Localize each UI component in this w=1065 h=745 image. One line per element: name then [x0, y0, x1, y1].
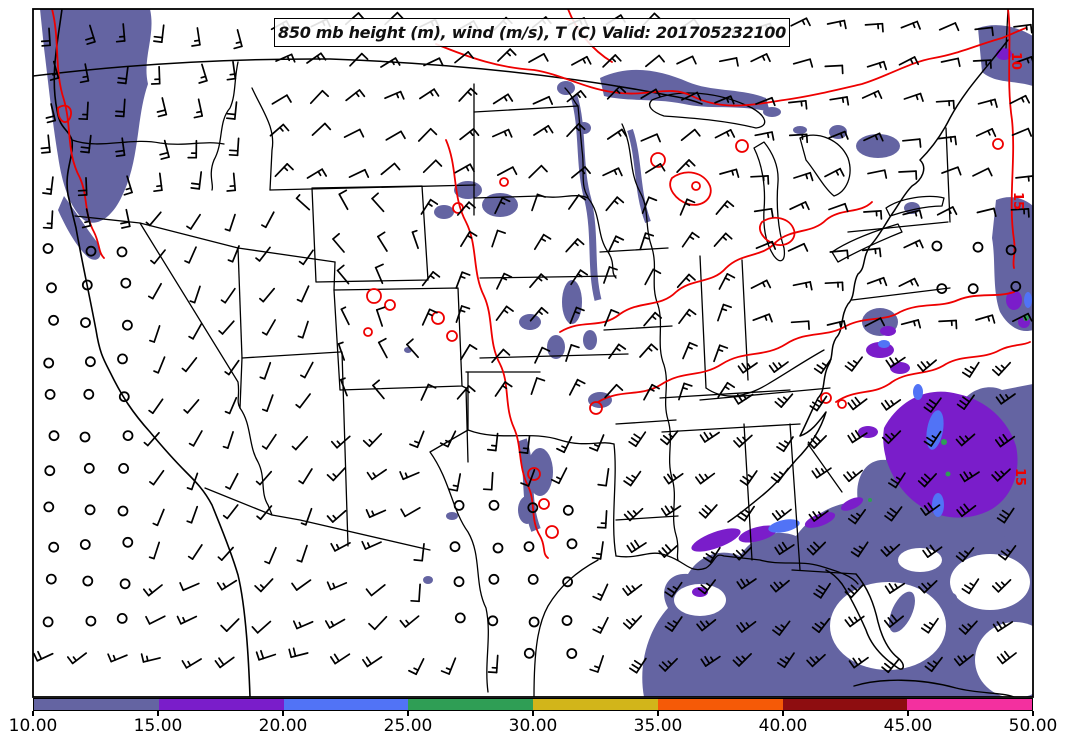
colorbar-tick-label: 30.00	[508, 716, 558, 736]
colorbar-tick	[532, 711, 534, 716]
colorbar-tick	[32, 711, 34, 716]
colorbar-tick-label: 15.00	[133, 716, 183, 736]
colorbar-tick	[1032, 711, 1034, 716]
colorbar-tick-label: 25.00	[383, 716, 433, 736]
contour-label: 15	[1012, 468, 1027, 486]
colorbar-tick-label: 40.00	[758, 716, 808, 736]
colorbar-segment	[283, 699, 409, 710]
state-borders	[33, 9, 1015, 697]
colorbar-tick	[907, 711, 909, 716]
colorbar-tick	[407, 711, 409, 716]
colorbar-segment	[34, 699, 159, 710]
colorbar-tick-label: 10.00	[8, 716, 58, 736]
colorbar-segment	[907, 699, 1032, 710]
colorbar-segment	[782, 699, 908, 710]
colorbar-tick-label: 20.00	[258, 716, 308, 736]
colorbar-segment	[657, 699, 783, 710]
map-title: 850 mb height (m), wind (m/s), T (C) Val…	[274, 18, 790, 47]
map-frame	[32, 8, 1034, 698]
colorbar-tick	[782, 711, 784, 716]
colorbar-tick-label: 45.00	[883, 716, 933, 736]
contour-labels: 10 15 15	[1008, 52, 1027, 486]
contour-label: 15	[1010, 192, 1025, 210]
wind-barbs	[33, 11, 1033, 676]
colorbar-tick-label: 35.00	[633, 716, 683, 736]
colorbar	[33, 698, 1033, 711]
contour-label: 10	[1008, 52, 1023, 70]
colorbar-tick	[157, 711, 159, 716]
colorbar-segment	[158, 699, 284, 710]
colorbar-tick	[657, 711, 659, 716]
colorbar-segment	[408, 699, 533, 710]
colorbar-tick	[282, 711, 284, 716]
colorbar-segment	[533, 699, 658, 710]
colorbar-tick-label: 50.00	[1008, 716, 1058, 736]
